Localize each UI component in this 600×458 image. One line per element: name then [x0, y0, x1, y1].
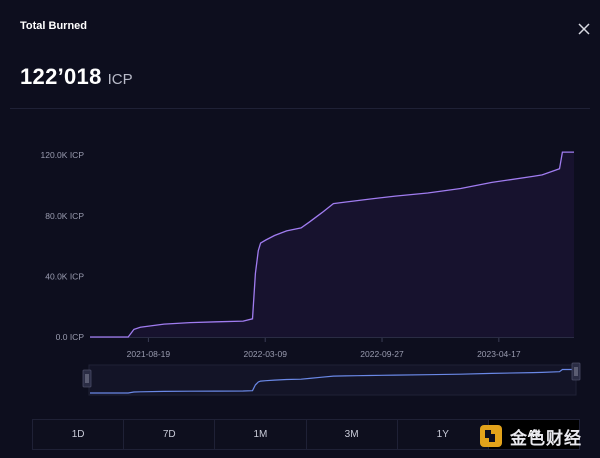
burn-chart[interactable]: 0.0 ICP 40.0K ICP 80.0K ICP 120.0K ICP 2021…	[0, 110, 600, 410]
y-tick-label: 40.0K ICP	[45, 271, 84, 281]
x-tick-label: 2022-03-09	[243, 349, 287, 359]
range-button-all[interactable]: All	[488, 420, 580, 449]
grip-icon	[571, 362, 581, 381]
navigator-series-line	[90, 368, 574, 394]
y-tick-label: 0.0 ICP	[56, 332, 85, 342]
watermark-text: 金色财经	[510, 428, 582, 448]
header-divider	[10, 108, 590, 109]
grip-icon	[82, 369, 92, 388]
x-axis: 2021-08-19 2022-03-09 2022-09-27 2023-04-17	[90, 337, 574, 359]
range-button-1d[interactable]: 1D	[33, 420, 125, 449]
range-button-1m[interactable]: 1M	[215, 420, 307, 449]
x-tick-label: 2022-09-27	[360, 349, 404, 359]
burn-area	[90, 152, 574, 337]
x-tick-label: 2021-08-19	[127, 349, 171, 359]
total-amount-unit: ICP	[107, 71, 133, 88]
range-button-7d[interactable]: 7D	[124, 420, 216, 449]
jinse-logo-icon	[480, 425, 502, 447]
y-tick-label: 80.0K ICP	[45, 211, 84, 221]
close-button[interactable]	[572, 17, 596, 41]
range-button-1y[interactable]: 1Y	[398, 420, 489, 449]
burn-series-line	[90, 151, 574, 338]
range-navigator[interactable]	[0, 360, 600, 400]
x-tick-label: 2023-04-17	[477, 349, 521, 359]
y-axis: 0.0 ICP 40.0K ICP 80.0K ICP 120.0K ICP	[41, 150, 85, 342]
navigator-window[interactable]	[88, 364, 577, 396]
total-amount: 122’018 ICP	[20, 64, 133, 90]
navigator-right-handle[interactable]	[571, 362, 581, 381]
close-icon	[578, 23, 590, 35]
navigator-left-handle[interactable]	[82, 369, 92, 388]
watermark: 金色财经	[478, 422, 582, 450]
modal-title: Total Burned	[20, 20, 88, 32]
y-tick-label: 120.0K ICP	[41, 150, 85, 160]
total-amount-value: 122’018	[20, 64, 102, 89]
range-button-3m[interactable]: 3M	[307, 420, 398, 449]
